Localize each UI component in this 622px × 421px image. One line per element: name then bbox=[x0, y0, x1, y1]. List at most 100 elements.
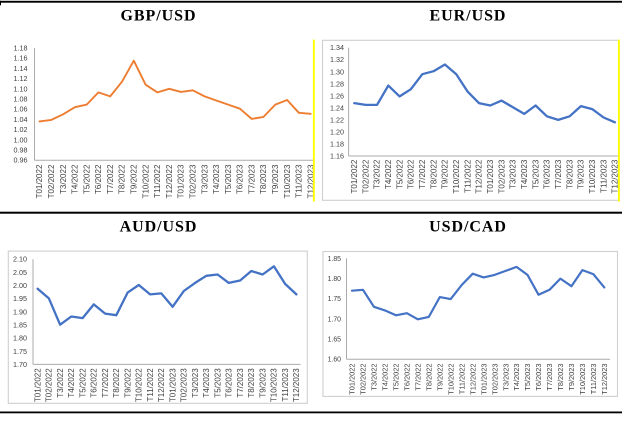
svg-text:T7/2023: T7/2023 bbox=[247, 164, 256, 194]
svg-text:T12/2023: T12/2023 bbox=[600, 364, 609, 395]
svg-text:T4/2022: T4/2022 bbox=[381, 364, 390, 391]
svg-text:T7/2023: T7/2023 bbox=[545, 364, 554, 391]
svg-text:T10/2023: T10/2023 bbox=[283, 164, 292, 198]
svg-text:1.18: 1.18 bbox=[14, 44, 28, 53]
svg-text:T7/2022: T7/2022 bbox=[106, 164, 115, 194]
svg-text:T02/2023: T02/2023 bbox=[189, 164, 198, 198]
svg-text:1.12: 1.12 bbox=[14, 74, 28, 83]
svg-text:1.30: 1.30 bbox=[330, 67, 344, 76]
svg-text:T6/2023: T6/2023 bbox=[534, 364, 543, 391]
svg-text:T01/2022: T01/2022 bbox=[33, 368, 42, 402]
svg-text:T12/2023: T12/2023 bbox=[611, 159, 620, 193]
svg-text:T10/2023: T10/2023 bbox=[270, 368, 279, 402]
svg-text:1.02: 1.02 bbox=[14, 125, 28, 134]
svg-text:T8/2022: T8/2022 bbox=[118, 164, 127, 194]
svg-text:T6/2023: T6/2023 bbox=[543, 159, 552, 189]
svg-text:0.98: 0.98 bbox=[14, 146, 28, 155]
svg-text:1.14: 1.14 bbox=[14, 64, 28, 73]
svg-text:T4/2023: T4/2023 bbox=[212, 164, 221, 194]
svg-text:T7/2022: T7/2022 bbox=[101, 368, 110, 398]
svg-text:T12/2022: T12/2022 bbox=[475, 159, 484, 193]
svg-text:T02/2023: T02/2023 bbox=[180, 368, 189, 402]
svg-text:1.16: 1.16 bbox=[330, 152, 344, 161]
svg-text:T4/2022: T4/2022 bbox=[67, 368, 76, 398]
svg-text:T12/2022: T12/2022 bbox=[165, 164, 174, 198]
svg-text:1.34: 1.34 bbox=[330, 43, 344, 52]
svg-text:T6/2023: T6/2023 bbox=[225, 368, 234, 398]
svg-text:T10/2022: T10/2022 bbox=[141, 164, 150, 198]
svg-text:1.90: 1.90 bbox=[13, 307, 27, 316]
svg-text:1.60: 1.60 bbox=[328, 357, 342, 364]
svg-text:T3/2023: T3/2023 bbox=[501, 364, 510, 391]
svg-text:1.00: 1.00 bbox=[14, 135, 28, 144]
svg-text:T11/2023: T11/2023 bbox=[281, 368, 290, 402]
svg-text:T02/2022: T02/2022 bbox=[47, 164, 56, 198]
svg-text:2.00: 2.00 bbox=[13, 281, 27, 290]
svg-text:T02/2022: T02/2022 bbox=[45, 368, 54, 402]
svg-text:1.16: 1.16 bbox=[14, 54, 28, 63]
svg-text:1.70: 1.70 bbox=[328, 316, 342, 323]
svg-text:1.18: 1.18 bbox=[330, 140, 344, 149]
svg-text:T5/2022: T5/2022 bbox=[392, 364, 401, 391]
svg-text:1.95: 1.95 bbox=[13, 294, 27, 303]
svg-text:T11/2022: T11/2022 bbox=[457, 364, 466, 395]
svg-text:1.24: 1.24 bbox=[330, 103, 344, 112]
svg-text:T10/2022: T10/2022 bbox=[446, 364, 455, 395]
svg-text:1.28: 1.28 bbox=[330, 79, 344, 88]
svg-text:T12/2022: T12/2022 bbox=[157, 368, 166, 402]
svg-text:T4/2022: T4/2022 bbox=[384, 159, 393, 189]
svg-text:T4/2022: T4/2022 bbox=[71, 164, 80, 194]
svg-text:T4/2023: T4/2023 bbox=[202, 368, 211, 398]
svg-text:2.10: 2.10 bbox=[13, 255, 27, 264]
svg-text:T3/2022: T3/2022 bbox=[373, 159, 382, 189]
svg-text:1.80: 1.80 bbox=[13, 334, 27, 343]
svg-text:T5/2023: T5/2023 bbox=[224, 164, 233, 194]
svg-text:1.04: 1.04 bbox=[14, 115, 28, 124]
svg-text:T10/2023: T10/2023 bbox=[578, 364, 587, 395]
svg-text:T02/2023: T02/2023 bbox=[490, 364, 499, 395]
svg-text:T6/2022: T6/2022 bbox=[407, 159, 416, 189]
svg-text:AUD/USD: AUD/USD bbox=[120, 219, 198, 236]
svg-text:1.22: 1.22 bbox=[330, 115, 344, 124]
svg-text:1.70: 1.70 bbox=[13, 360, 27, 369]
svg-text:2.05: 2.05 bbox=[13, 268, 27, 277]
svg-text:T5/2022: T5/2022 bbox=[78, 368, 87, 398]
svg-text:T9/2022: T9/2022 bbox=[436, 364, 445, 391]
svg-text:1.75: 1.75 bbox=[328, 296, 342, 303]
svg-text:T10/2022: T10/2022 bbox=[135, 368, 144, 402]
svg-text:T01/2023: T01/2023 bbox=[486, 159, 495, 193]
svg-text:T9/2023: T9/2023 bbox=[258, 368, 267, 398]
svg-text:GBP/USD: GBP/USD bbox=[121, 8, 197, 25]
svg-text:T02/2023: T02/2023 bbox=[497, 159, 506, 193]
svg-text:T12/2022: T12/2022 bbox=[468, 364, 477, 395]
svg-text:T12/2023: T12/2023 bbox=[306, 164, 315, 198]
svg-text:1.75: 1.75 bbox=[13, 347, 27, 356]
svg-text:T8/2023: T8/2023 bbox=[556, 364, 565, 391]
svg-text:T4/2023: T4/2023 bbox=[520, 159, 529, 189]
svg-text:T3/2022: T3/2022 bbox=[370, 364, 379, 391]
svg-text:T8/2023: T8/2023 bbox=[259, 164, 268, 194]
svg-text:T02/2022: T02/2022 bbox=[359, 364, 368, 395]
svg-text:T9/2023: T9/2023 bbox=[567, 364, 576, 391]
svg-text:T5/2023: T5/2023 bbox=[531, 159, 540, 189]
svg-text:T8/2023: T8/2023 bbox=[247, 368, 256, 398]
svg-text:T8/2022: T8/2022 bbox=[429, 159, 438, 189]
svg-text:T9/2022: T9/2022 bbox=[130, 164, 139, 194]
svg-text:T5/2023: T5/2023 bbox=[213, 368, 222, 398]
svg-text:T8/2022: T8/2022 bbox=[112, 368, 121, 398]
svg-text:USD/CAD: USD/CAD bbox=[429, 219, 507, 236]
svg-text:1.10: 1.10 bbox=[14, 84, 28, 93]
svg-text:T10/2022: T10/2022 bbox=[452, 159, 461, 193]
svg-text:T9/2022: T9/2022 bbox=[441, 159, 450, 189]
svg-text:T9/2023: T9/2023 bbox=[271, 164, 280, 194]
svg-text:T5/2022: T5/2022 bbox=[395, 159, 404, 189]
svg-text:T5/2022: T5/2022 bbox=[82, 164, 91, 194]
svg-text:T6/2022: T6/2022 bbox=[94, 164, 103, 194]
svg-text:T3/2023: T3/2023 bbox=[200, 164, 209, 194]
svg-text:T9/2022: T9/2022 bbox=[123, 368, 132, 398]
svg-text:1.65: 1.65 bbox=[328, 337, 342, 344]
svg-text:T01/2022: T01/2022 bbox=[350, 159, 359, 193]
svg-text:T11/2023: T11/2023 bbox=[295, 164, 304, 198]
svg-text:1.26: 1.26 bbox=[330, 91, 344, 100]
svg-text:1.08: 1.08 bbox=[14, 95, 28, 104]
